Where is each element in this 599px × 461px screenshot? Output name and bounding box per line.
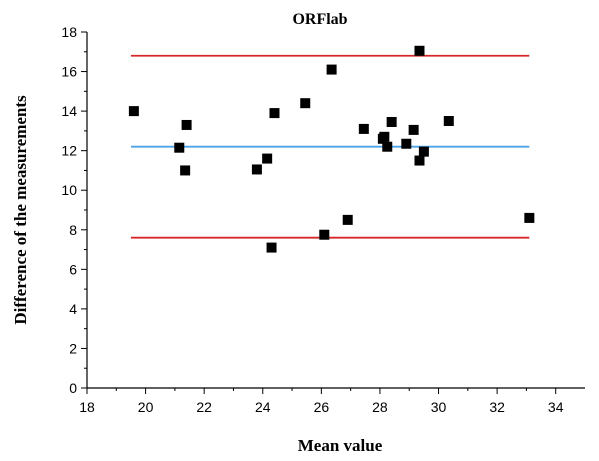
data-point bbox=[386, 116, 397, 127]
data-point bbox=[181, 119, 192, 130]
data-point bbox=[251, 164, 262, 175]
x-tick-label: 28 bbox=[372, 399, 388, 415]
x-axis-label: Mean value bbox=[298, 436, 383, 455]
data-point bbox=[174, 142, 185, 153]
x-tick-label: 30 bbox=[431, 399, 447, 415]
data-point bbox=[342, 214, 353, 225]
data-point bbox=[326, 64, 337, 75]
data-point bbox=[443, 116, 454, 126]
data-point bbox=[408, 124, 419, 135]
data-point bbox=[379, 131, 390, 142]
data-point bbox=[128, 106, 139, 117]
y-tick-label: 6 bbox=[69, 261, 77, 277]
y-tick-label: 12 bbox=[61, 143, 77, 159]
x-tick-label: 26 bbox=[314, 399, 330, 415]
reference-lines bbox=[130, 54, 530, 239]
x-tick-label: 18 bbox=[79, 399, 95, 415]
y-axis-label: Difference of the measurements bbox=[11, 95, 30, 325]
data-point bbox=[300, 98, 311, 109]
y-tick-label: 2 bbox=[69, 340, 77, 356]
data-point bbox=[269, 108, 280, 119]
data-point bbox=[262, 153, 273, 164]
y-tick-label: 14 bbox=[61, 103, 77, 119]
data-point bbox=[418, 146, 429, 157]
y-tick-label: 4 bbox=[69, 301, 77, 317]
x-tick-label: 32 bbox=[489, 399, 505, 415]
data-point bbox=[414, 155, 425, 166]
y-tick-label: 10 bbox=[61, 182, 77, 198]
x-tick-label: 34 bbox=[548, 399, 564, 415]
x-tick-label: 20 bbox=[138, 399, 154, 415]
data-points bbox=[128, 45, 535, 253]
data-point bbox=[524, 212, 535, 223]
data-point bbox=[319, 229, 330, 240]
data-point bbox=[414, 45, 425, 56]
x-tick-label: 22 bbox=[196, 399, 212, 415]
data-point bbox=[401, 138, 412, 149]
data-point bbox=[382, 141, 393, 152]
y-tick-label: 0 bbox=[69, 380, 77, 396]
y-tick-label: 16 bbox=[61, 64, 77, 80]
chart-title: ORFlab bbox=[292, 11, 347, 28]
y-tick-label: 18 bbox=[61, 24, 77, 40]
data-point bbox=[180, 165, 191, 176]
x-tick-label: 24 bbox=[255, 399, 271, 415]
data-point bbox=[266, 242, 277, 253]
data-point bbox=[358, 123, 369, 134]
y-tick-label: 8 bbox=[69, 222, 77, 238]
